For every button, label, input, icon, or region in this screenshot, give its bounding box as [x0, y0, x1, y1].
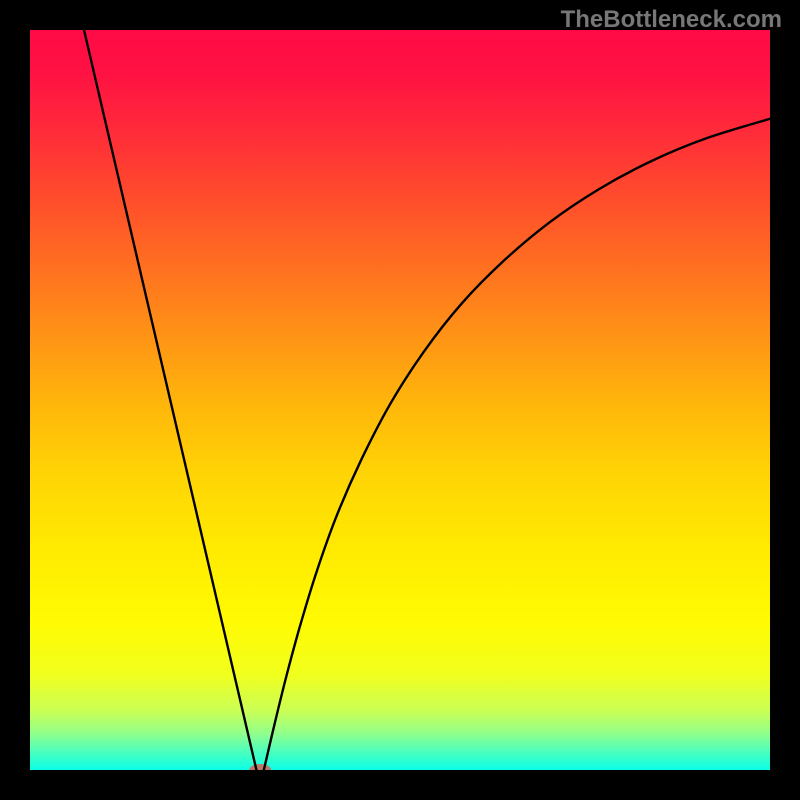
gradient-background	[30, 30, 770, 770]
plot-area	[30, 30, 770, 776]
bottleneck-chart	[0, 0, 800, 800]
watermark-text: TheBottleneck.com	[561, 6, 782, 34]
